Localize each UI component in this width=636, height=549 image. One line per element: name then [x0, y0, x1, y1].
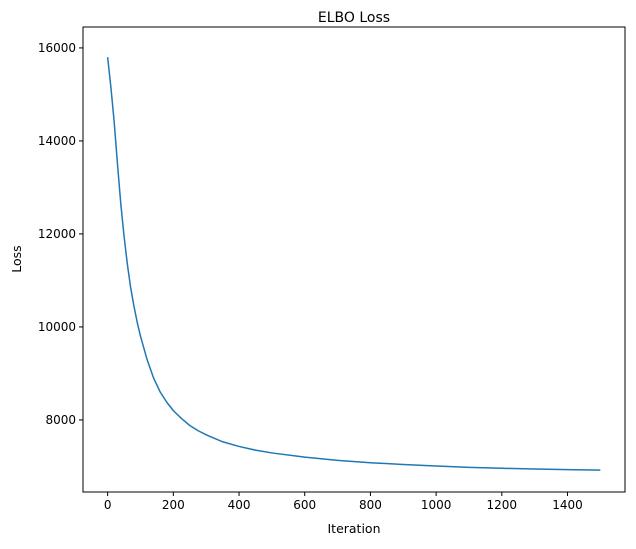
y-tick-label: 16000 [38, 41, 76, 55]
x-tick-label: 200 [162, 498, 185, 512]
x-tick-label: 800 [359, 498, 382, 512]
x-tick-label: 400 [228, 498, 251, 512]
plot-frame [82, 26, 626, 493]
y-axis-label: Loss [9, 245, 24, 272]
y-tick-label: 14000 [38, 134, 76, 148]
x-tick-label: 1400 [552, 498, 583, 512]
x-tick-label: 1000 [421, 498, 452, 512]
x-tick-label: 0 [104, 498, 112, 512]
y-tick-label: 12000 [38, 227, 76, 241]
x-tick-label: 1200 [487, 498, 518, 512]
x-axis-label: Iteration [327, 521, 380, 536]
x-tick-label: 600 [293, 498, 316, 512]
loss-series-line [106, 57, 601, 471]
y-tick-label: 10000 [38, 320, 76, 334]
chart-title: ELBO Loss [318, 10, 390, 26]
y-tick-label: 8000 [45, 413, 76, 427]
